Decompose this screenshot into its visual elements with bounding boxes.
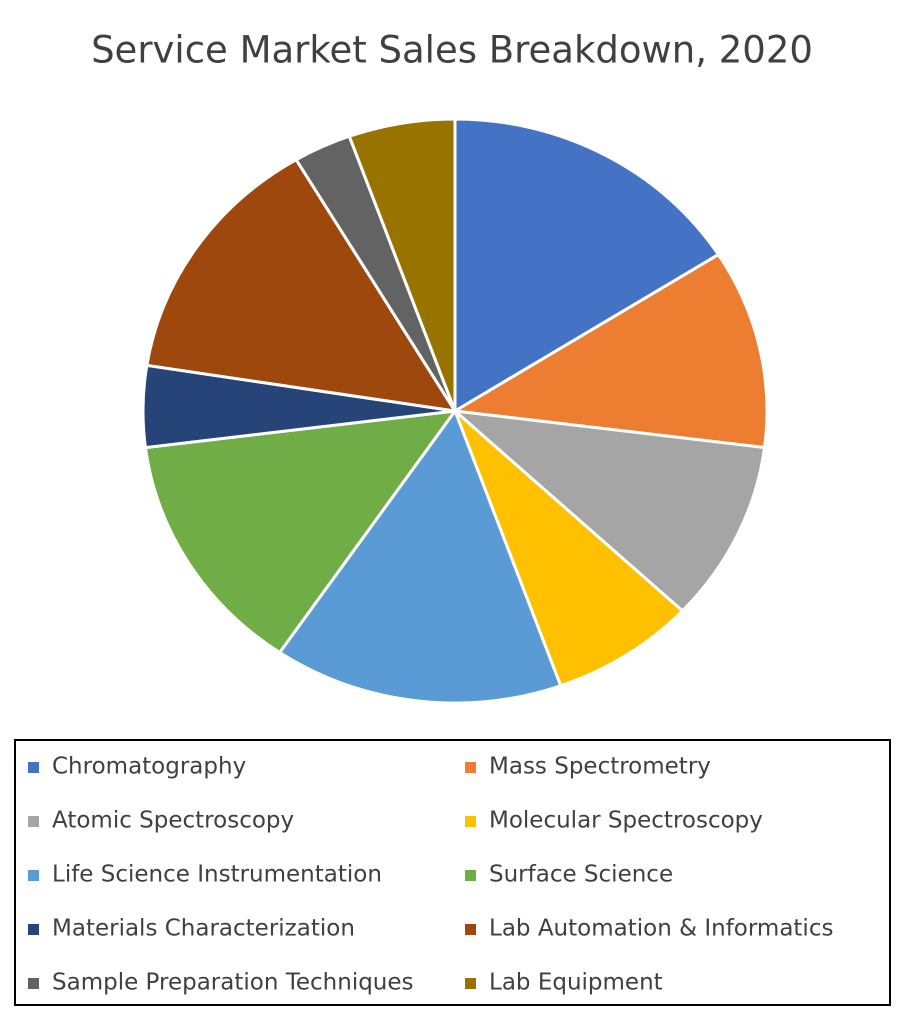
legend-swatch <box>28 762 39 773</box>
legend-label: Lab Equipment <box>489 970 663 996</box>
legend-label: Molecular Spectroscopy <box>489 808 763 834</box>
legend-label: Life Science Instrumentation <box>52 862 382 888</box>
legend-label: Atomic Spectroscopy <box>52 808 294 834</box>
legend-box <box>14 739 891 1006</box>
legend-swatch <box>28 870 39 881</box>
legend-label: Lab Automation & Informatics <box>489 916 833 942</box>
legend: Chromatography Mass Spectrometry Atomic Sp… <box>28 754 833 996</box>
slice <box>450 408 767 613</box>
pie <box>141 117 769 705</box>
slice <box>347 117 457 412</box>
legend-swatch <box>465 816 476 827</box>
slice <box>277 407 563 705</box>
chart-title: Service Market Sales Breakdown, 2020 <box>91 29 813 72</box>
slice <box>453 117 721 414</box>
legend-swatch <box>465 924 476 935</box>
legend-swatch <box>28 816 39 827</box>
slice <box>145 157 459 413</box>
legend-label: Chromatography <box>52 754 246 780</box>
legend-swatch <box>465 978 476 989</box>
slice <box>143 409 459 655</box>
slice <box>453 409 685 688</box>
legend-swatch <box>28 924 39 935</box>
legend-label: Materials Characterization <box>52 916 355 942</box>
legend-label: Mass Spectrometry <box>489 754 711 780</box>
legend-swatch <box>28 978 39 989</box>
legend-swatch <box>465 870 476 881</box>
legend-swatch <box>465 762 476 773</box>
legend-label: Surface Science <box>489 862 673 888</box>
legend-label: Sample Preparation Techniques <box>52 970 414 996</box>
slice <box>450 252 769 450</box>
